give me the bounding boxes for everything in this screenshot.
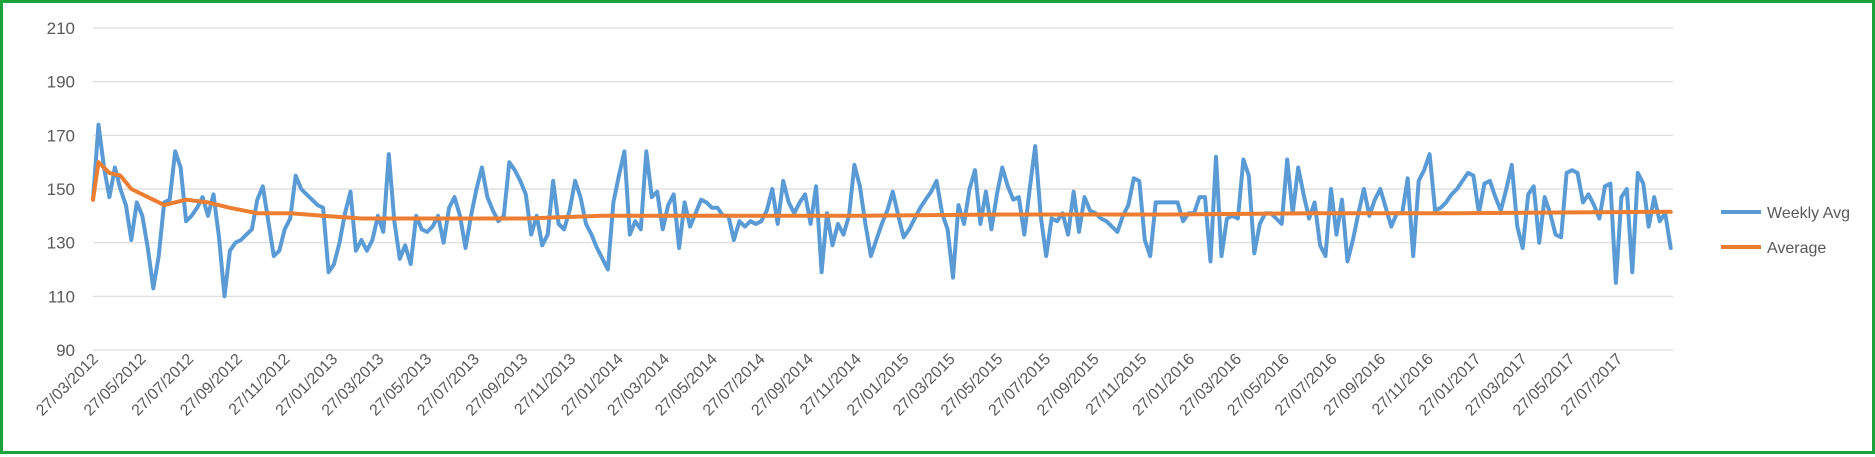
legend: Weekly Avg Average xyxy=(1721,205,1850,257)
y-axis-ticks: 90 110 130 150 170 190 210 xyxy=(47,19,75,360)
gridlines xyxy=(93,27,1673,351)
y-tick-label: 150 xyxy=(47,180,75,199)
y-tick-label: 110 xyxy=(48,287,75,306)
legend-label: Average xyxy=(1767,240,1826,257)
legend-label: Weekly Avg xyxy=(1767,205,1850,222)
y-tick-label: 210 xyxy=(47,19,75,38)
series-lines xyxy=(91,122,1673,299)
line-chart: 90 110 130 150 170 190 210 27/03/201227/05/201… xyxy=(33,19,1850,420)
x-axis-ticks: 27/03/201227/05/201227/07/201227/09/2012… xyxy=(33,351,1626,420)
series-line-1 xyxy=(91,122,1673,299)
y-tick-label: 90 xyxy=(56,341,75,360)
y-tick-label: 190 xyxy=(47,73,75,92)
y-tick-label: 130 xyxy=(47,234,75,253)
series-line-2 xyxy=(91,160,1673,221)
y-tick-label: 170 xyxy=(47,126,75,145)
